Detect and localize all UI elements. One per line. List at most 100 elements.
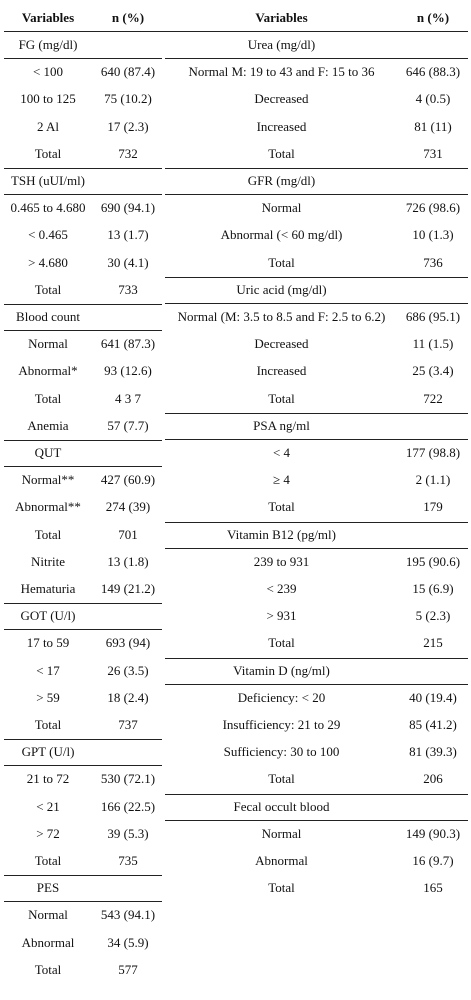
right-row-value: 179 [423,499,443,515]
left-row-value: 4 3 7 [115,390,141,406]
left-row-label: Abnormal [21,934,75,950]
right-section-rule [165,194,468,195]
right-section-rule [165,657,468,659]
left-row-label: 0.465 to 4.680 [10,200,86,216]
right-row-value: 215 [423,635,443,651]
right-row-label: Total [268,499,295,515]
right-row-label: Total [268,390,295,406]
right-row-label: Deficiency: < 20 [237,689,326,705]
left-row-value: 641 (87.3) [100,336,156,352]
left-row-value: 693 (94) [105,635,151,651]
right-section-title: Fecal occult blood [233,798,330,814]
left-row-value: 17 (2.3) [107,118,149,134]
right-row-value: 165 [423,880,443,896]
left-section-rule [4,466,162,467]
left-row-value: 39 (5.3) [107,825,149,841]
right-section-rule [165,168,468,169]
left-row-value: 733 [118,281,138,297]
left-variables-header: Variables [21,10,75,25]
left-row-value: 690 (94.1) [100,200,156,216]
left-row-label: Total [34,281,62,297]
right-row-label: Abnormal (< 60 mg/dl) [220,227,343,243]
right-row-value: 736 [423,254,443,270]
right-section-rule [165,683,468,685]
left-row-value: 577 [118,961,138,977]
right-row-value: 85 (41.2) [409,717,457,732]
right-row-label: Total [268,145,295,161]
right-section-title: PSA ng/ml [253,417,310,433]
left-row-value: 57 (7.7) [107,417,149,433]
left-section-title: GPT (U/l) [21,744,75,760]
right-row-label: Sufficiency: 30 to 100 [223,744,340,760]
right-row-value: 5 (2.3) [415,608,451,624]
left-row-value: 427 (60.9) [100,472,156,488]
left-row-label: 21 to 72 [26,771,70,787]
left-section-rule [4,194,162,195]
left-row-label: Normal [28,336,68,352]
right-row-value: 731 [423,145,443,161]
right-section-title: Vitamin D (ng/ml) [233,662,330,678]
left-row-label: > 72 [36,825,60,841]
left-row-label: < 21 [36,798,60,814]
left-row-label: 17 to 59 [26,635,70,651]
right-row-label: Normal M: 19 to 43 and F: 15 to 36 [188,64,375,80]
right-n-percent-header: n (%) [416,10,450,25]
left-section-rule [4,875,162,877]
left-row-label: Total [34,390,62,406]
left-section-title: TSH (uUI/ml) [10,173,86,188]
left-row-label: Abnormal* [18,363,78,379]
left-row-value: 18 (2.4) [107,689,149,705]
right-row-value: 206 [423,771,443,787]
right-row-value: 195 (90.6) [405,553,461,569]
right-row-label: > 931 [266,608,297,624]
right-row-label: Normal (M: 3.5 to 8.5 and F: 2.5 to 6.2) [177,309,386,324]
left-row-label: Normal [28,907,68,923]
right-row-label: Total [268,771,295,787]
right-row-label: Increased [256,118,307,134]
left-row-value: 166 (22.5) [100,798,156,814]
left-row-label: Nitrite [31,553,65,569]
right-row-value: 16 (9.7) [412,853,454,868]
left-section-rule [4,168,162,169]
right-row-label: Abnormal [255,853,308,868]
right-section-rule [165,547,468,549]
left-row-label: Total [34,145,62,161]
right-row-value: 686 (95.1) [405,309,461,324]
left-row-value: 737 [118,717,138,732]
left-row-label: Anemia [27,417,69,433]
left-section-title: PES [36,880,60,896]
right-section-title: Urea (mg/dl) [247,37,316,52]
left-section-title: FG (mg/dl) [18,37,78,52]
right-row-value: 81 (39.3) [409,744,457,760]
right-row-label: Total [268,635,295,651]
right-row-label: < 4 [272,445,291,460]
left-row-value: 735 [118,853,138,868]
left-row-label: < 17 [36,662,60,678]
right-section-rule [165,819,468,821]
left-section-rule [4,58,162,59]
right-row-label: Normal [261,825,302,841]
left-row-label: < 100 [32,64,64,80]
left-section-title: GOT (U/l) [20,608,76,624]
left-row-value: 640 (87.4) [100,64,156,80]
right-section-rule [165,521,468,523]
right-row-value: 2 (1.1) [415,472,451,488]
right-row-value: 10 (1.3) [412,227,454,243]
right-row-value: 646 (88.3) [405,64,461,80]
left-row-value: 149 (21.2) [100,581,156,596]
left-n-percent-header: n (%) [111,10,145,25]
right-row-label: < 239 [266,581,297,596]
left-row-label: Total [34,717,62,732]
left-row-label: Total [34,961,62,977]
right-section-rule [165,276,468,278]
right-row-label: Decreased [254,91,309,107]
left-row-value: 732 [118,145,138,161]
right-section-title: GFR (mg/dl) [247,173,316,188]
left-section-rule [4,603,162,605]
right-row-label: Insufficiency: 21 to 29 [222,717,341,732]
left-section-rule [4,330,162,331]
right-row-value: 15 (6.9) [412,581,454,596]
left-row-label: Abnormal** [15,499,81,515]
right-row-label: Total [268,880,295,896]
left-row-label: Total [34,853,62,868]
